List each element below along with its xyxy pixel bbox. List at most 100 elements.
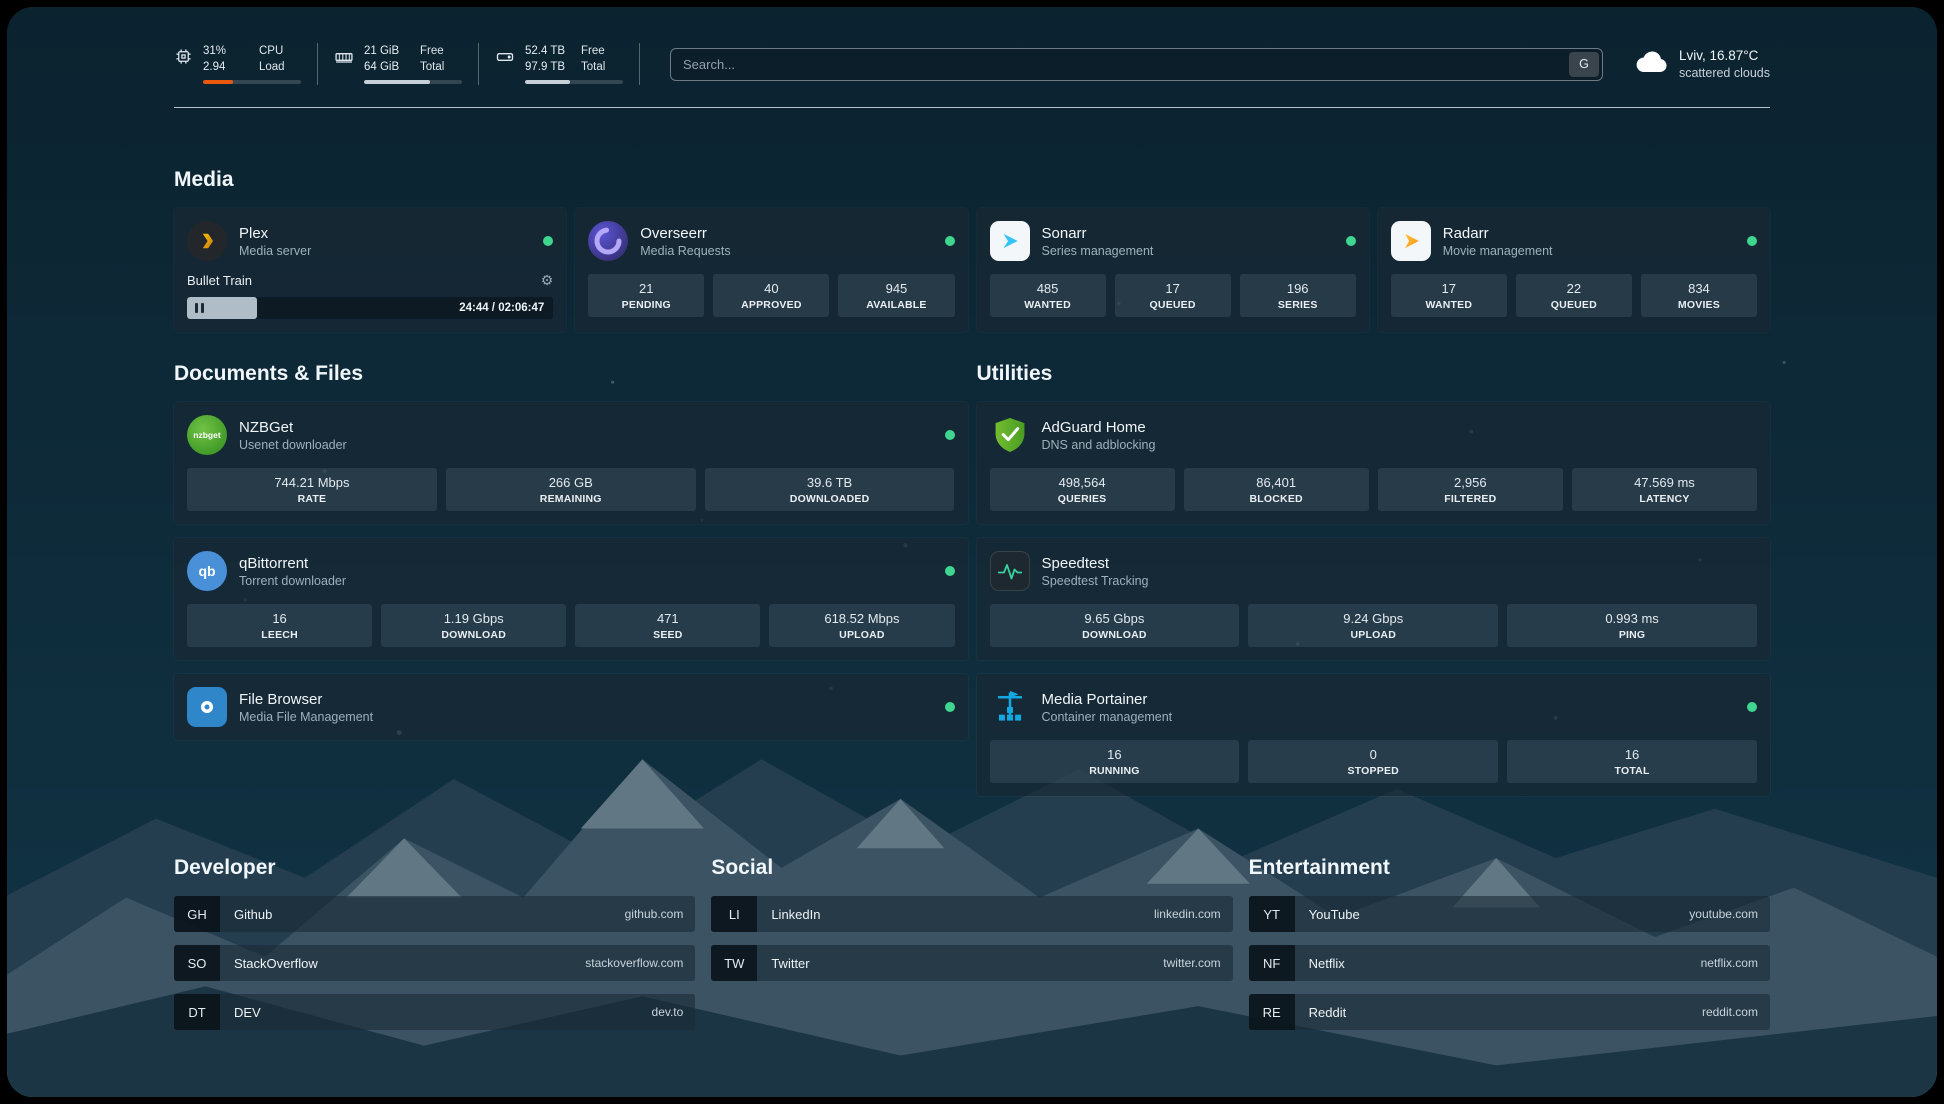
portainer-icon [990,687,1030,727]
disk-free-value: 52.4 TB [525,44,571,60]
section-utilities: Utilities AdGuard Home DNS and adblockin… [977,362,1771,810]
bookmark-linkedin[interactable]: LI LinkedIn linkedin.com [711,896,1232,932]
bookmark-abbr: LI [711,896,757,932]
stat-tile: 21PENDING [588,274,704,317]
service-card-speedtest[interactable]: Speedtest Speedtest Tracking 9.65 GbpsDO… [977,538,1771,660]
service-card-qbittorrent[interactable]: qb qBittorrent Torrent downloader 16LEEC… [174,538,968,660]
section-title-utilities: Utilities [977,362,1771,386]
bookmark-url: dev.to [652,1005,684,1019]
stat-tile: 266 GBREMAINING [446,468,696,511]
search-bar: G [670,48,1603,81]
section-title-media: Media [174,168,1770,192]
gear-icon[interactable]: ⚙ [541,272,554,289]
now-playing-title: Bullet Train [187,273,252,288]
service-card-overseerr[interactable]: Overseerr Media Requests 21PENDING 40APP… [575,208,967,332]
stat-tile: 196SERIES [1240,274,1356,317]
service-card-portainer[interactable]: Media Portainer Container management 16R… [977,674,1771,796]
bookmark-abbr: NF [1249,945,1295,981]
disk-free-label: Free [581,44,623,60]
bookmark-url: youtube.com [1689,907,1758,921]
cpu-usage-value: 31% [203,44,249,60]
service-card-sonarr[interactable]: Sonarr Series management 485WANTED 17QUE… [977,208,1369,332]
stat-tile: 86,401BLOCKED [1184,468,1369,511]
cpu-usage-bar [203,80,301,84]
service-description: DNS and adblocking [1042,438,1156,452]
playback-time: 24:44 / 02:06:47 [459,302,544,314]
service-card-plex[interactable]: Plex Media server Bullet Train ⚙ [174,208,566,332]
overseerr-icon [588,221,628,261]
pause-icon[interactable] [195,303,204,313]
adguard-icon [990,415,1030,455]
bookmark-github[interactable]: GH Github github.com [174,896,695,932]
memory-metric: 21 GiBFree 64 GiBTotal [334,44,462,84]
stat-tile: 2,956FILTERED [1378,468,1563,511]
divider [317,43,318,85]
service-card-filebrowser[interactable]: File Browser Media File Management [174,674,968,740]
service-name: Speedtest [1042,555,1149,572]
dashboard-screen: 31%CPU 2.94Load 21 GiBFree 64 GiBTotal [7,7,1937,1097]
stat-tile: 0.993 msPING [1507,604,1757,647]
bookmark-name: LinkedIn [771,907,820,922]
disk-total-value: 97.9 TB [525,60,571,76]
bookmark-abbr: YT [1249,896,1295,932]
stat-tile: 1.19 GbpsDOWNLOAD [381,604,566,647]
sonarr-icon [990,221,1030,261]
stat-tile: 498,564QUERIES [990,468,1175,511]
stat-tile: 39.6 TBDOWNLOADED [705,468,955,511]
bookmark-abbr: SO [174,945,220,981]
stat-tile: 0STOPPED [1248,740,1498,783]
search-engine-button[interactable]: G [1569,52,1599,77]
divider [639,43,640,85]
service-name: AdGuard Home [1042,419,1156,436]
disk-icon [495,47,515,72]
stat-tile: 16TOTAL [1507,740,1757,783]
disk-usage-bar [525,80,623,84]
bookmark-reddit[interactable]: RE Reddit reddit.com [1249,994,1770,1030]
cpu-metric: 31%CPU 2.94Load [174,44,301,84]
bookmark-abbr: RE [1249,994,1295,1030]
qbittorrent-icon: qb [187,551,227,591]
service-description: Speedtest Tracking [1042,574,1149,588]
service-name: Sonarr [1042,225,1154,242]
bookmark-name: Netflix [1309,956,1345,971]
section-title-developer: Developer [174,856,695,880]
service-description: Container management [1042,710,1173,724]
status-dot [945,702,955,712]
service-name: Media Portainer [1042,691,1173,708]
bookmark-stackoverflow[interactable]: SO StackOverflow stackoverflow.com [174,945,695,981]
playback-progress-bar[interactable]: 24:44 / 02:06:47 [187,297,553,319]
status-dot [1747,236,1757,246]
bookmark-url: twitter.com [1163,956,1220,970]
stat-tile: 22QUEUED [1516,274,1632,317]
memory-free-label: Free [420,44,462,60]
section-title-entertainment: Entertainment [1249,856,1770,880]
bookmark-dev[interactable]: DT DEV dev.to [174,994,695,1030]
radarr-icon [1391,221,1431,261]
header-divider [174,107,1770,108]
cpu-usage-label: CPU [259,44,301,60]
status-dot [945,236,955,246]
search-input[interactable] [670,48,1603,81]
stat-tile: 485WANTED [990,274,1106,317]
divider [478,43,479,85]
stat-tile: 945AVAILABLE [838,274,954,317]
memory-icon [334,47,354,72]
service-description: Media server [239,244,311,258]
bookmark-youtube[interactable]: YT YouTube youtube.com [1249,896,1770,932]
bookmark-group-developer: Developer GH Github github.com SO StackO… [174,856,695,1043]
service-card-adguard[interactable]: AdGuard Home DNS and adblocking 498,564Q… [977,402,1771,524]
stat-tile: 16RUNNING [990,740,1240,783]
stat-tile: 834MOVIES [1641,274,1757,317]
service-card-radarr[interactable]: Radarr Movie management 17WANTED 22QUEUE… [1378,208,1770,332]
nzbget-icon: nzbget [187,415,227,455]
service-card-nzbget[interactable]: nzbget NZBGet Usenet downloader 744.21 M… [174,402,968,524]
service-description: Media File Management [239,710,373,724]
memory-free-value: 21 GiB [364,44,410,60]
service-name: qBittorrent [239,555,346,572]
service-name: Overseerr [640,225,730,242]
plex-icon [187,221,227,261]
bookmark-netflix[interactable]: NF Netflix netflix.com [1249,945,1770,981]
bookmark-twitter[interactable]: TW Twitter twitter.com [711,945,1232,981]
stat-tile: 17WANTED [1391,274,1507,317]
bookmark-name: Twitter [771,956,809,971]
